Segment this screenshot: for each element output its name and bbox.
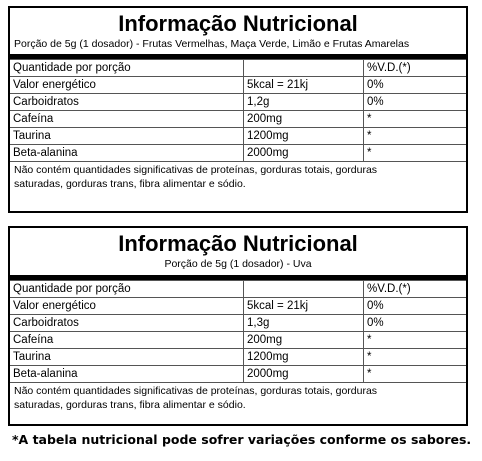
header-cell [243,59,364,77]
serving-size: Porção de 5g (1 dosador) - Uva [10,256,466,276]
header-cell: Quantidade por porção [10,280,244,298]
nutrient-amount: 200mg [243,331,364,349]
header-cell: %V.D.(*) [363,280,466,298]
nutrient-dv: 0% [363,93,466,111]
nutrient-amount: 1200mg [243,127,364,145]
nutrient-amount: 1,3g [243,314,364,332]
header-cell: %V.D.(*) [363,59,466,77]
footnote: Não contém quantidades significativas de… [10,383,466,414]
table-title: Informação Nutricional [118,11,358,36]
table-title: Informação Nutricional [118,231,358,256]
nutrient-amount: 2000mg [243,365,364,383]
nutrient-amount: 5kcal = 21kj [243,297,364,315]
nutrient-name: Valor energético [10,76,244,94]
nutrition-table-2: Informação Nutricional Porção de 5g (1 d… [8,226,468,426]
nutrient-dv: * [363,110,466,128]
nutrient-grid: Quantidade por porção %V.D.(*) Valor ene… [10,280,466,383]
nutrient-name: Beta-alanina [10,365,244,383]
table-row: Cafeína 200mg * [10,331,466,349]
nutrition-table-1: Informação Nutricional Porção de 5g (1 d… [8,6,468,213]
footnote-line: Não contém quantidades significativas de… [14,385,378,397]
footnote-line: saturadas, gorduras trans, fibra aliment… [14,399,246,411]
table-row: Valor energético 5kcal = 21kj 0% [10,76,466,94]
serving-size: Porção de 5g (1 dosador) - Frutas Vermel… [10,36,466,55]
table-row: Cafeína 200mg * [10,110,466,128]
footnote-line: Não contém quantidades significativas de… [14,164,378,176]
nutrient-amount: 5kcal = 21kj [243,76,364,94]
nutrient-amount: 1200mg [243,348,364,366]
nutrient-name: Taurina [10,127,244,145]
nutrient-dv: * [363,331,466,349]
nutrient-dv: 0% [363,297,466,315]
nutrient-dv: * [363,127,466,145]
nutrient-dv: 0% [363,314,466,332]
table-row: Carboidratos 1,2g 0% [10,93,466,111]
table-row: Carboidratos 1,3g 0% [10,314,466,332]
nutrient-dv: 0% [363,76,466,94]
header-cell [243,280,364,298]
footnote-line: saturadas, gorduras trans, fibra aliment… [14,178,246,190]
header-row: Quantidade por porção %V.D.(*) [10,59,466,77]
nutrient-name: Cafeína [10,110,244,128]
nutrient-amount: 1,2g [243,93,364,111]
table-row: Taurina 1200mg * [10,127,466,145]
nutrient-amount: 2000mg [243,144,364,162]
nutrient-dv: * [363,365,466,383]
nutrient-name: Carboidratos [10,93,244,111]
nutrient-dv: * [363,144,466,162]
nutrient-grid: Quantidade por porção %V.D.(*) Valor ene… [10,59,466,162]
divider [10,55,466,59]
disclaimer-note: *A tabela nutricional pode sofrer variaç… [12,432,472,447]
table-row: Beta-alanina 2000mg * [10,365,466,383]
nutrient-name: Beta-alanina [10,144,244,162]
table-row: Valor energético 5kcal = 21kj 0% [10,297,466,315]
header-cell: Quantidade por porção [10,59,244,77]
header-row: Quantidade por porção %V.D.(*) [10,280,466,298]
table-row: Taurina 1200mg * [10,348,466,366]
nutrient-dv: * [363,348,466,366]
nutrient-name: Valor energético [10,297,244,315]
footnote: Não contém quantidades significativas de… [10,162,466,193]
nutrient-name: Taurina [10,348,244,366]
nutrient-amount: 200mg [243,110,364,128]
divider [10,276,466,280]
nutrient-name: Cafeína [10,331,244,349]
nutrient-name: Carboidratos [10,314,244,332]
table-row: Beta-alanina 2000mg * [10,144,466,162]
